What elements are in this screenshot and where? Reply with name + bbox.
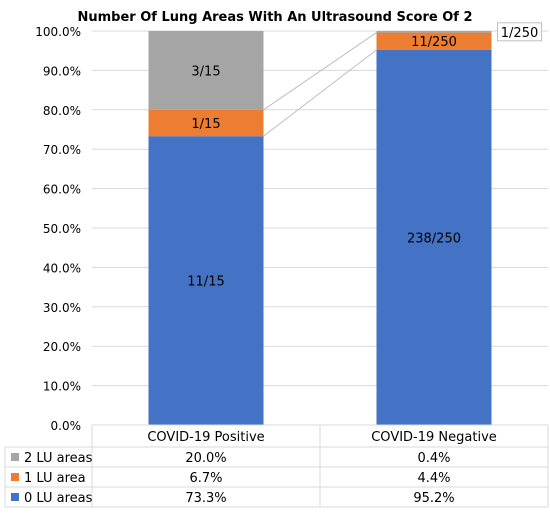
bar-segment <box>148 136 264 425</box>
bar-segment <box>376 49 492 426</box>
legend-swatch <box>11 493 19 501</box>
callout-box <box>497 22 542 42</box>
y-tick-label: 10.0% <box>43 380 81 394</box>
legend-swatch <box>11 453 19 461</box>
y-tick-label: 70.0% <box>43 143 81 157</box>
y-tick-label: 20.0% <box>43 340 81 354</box>
series-connector-line <box>263 49 377 137</box>
y-axis: 0.0% 10.0% 20.0% 30.0% 40.0% 50.0% 60.0% 70.0% 8… <box>35 25 81 433</box>
bar-data-label: 238/250 <box>407 231 461 246</box>
category-label: COVID-19 Negative <box>371 430 497 445</box>
y-tick-label: 80.0% <box>43 104 81 118</box>
table-value: 95.2% <box>413 491 454 506</box>
y-tick-label: 90.0% <box>43 64 81 78</box>
bar-data-label: 3/15 <box>191 64 220 79</box>
bar-segment <box>376 31 492 33</box>
bar-segment <box>148 31 264 110</box>
series-connectors <box>263 32 377 137</box>
data-table: COVID-19 Positive COVID-19 Negative 2 LU a… <box>4 424 549 508</box>
y-tick-label: 30.0% <box>43 301 81 315</box>
legend-label: 2 LU areas <box>24 451 93 466</box>
table-value: 6.7% <box>189 471 222 486</box>
table-value: 4.4% <box>417 471 450 486</box>
bar-segment <box>376 32 492 50</box>
y-tick-label: 60.0% <box>43 183 81 197</box>
series-connector-line <box>263 32 377 111</box>
legend-label: 1 LU area <box>24 471 86 486</box>
y-tick-label: 100.0% <box>35 25 81 39</box>
y-tick-label: 50.0% <box>43 222 81 236</box>
bar-data-label: 11/250 <box>411 35 457 50</box>
table-value: 20.0% <box>185 451 226 466</box>
bars <box>148 31 492 426</box>
bar-data-label: 1/15 <box>191 117 220 132</box>
y-tick-label: 0.0% <box>51 419 82 433</box>
legend-label: 0 LU areas <box>24 491 93 506</box>
bar-segment <box>148 109 264 137</box>
chart-title: Number Of Lung Areas With An Ultrasound … <box>77 10 472 25</box>
y-tick-label: 40.0% <box>43 261 81 275</box>
legend-swatch <box>11 473 19 481</box>
category-label: COVID-19 Positive <box>147 430 264 445</box>
table-value: 73.3% <box>185 491 226 506</box>
bar-data-label: 11/15 <box>187 275 224 290</box>
table-value: 0.4% <box>417 451 450 466</box>
data-labels: 11/15 1/15 3/15 238/250 11/250 1/250 <box>187 22 542 290</box>
bar-data-label: 1/250 <box>501 26 538 41</box>
